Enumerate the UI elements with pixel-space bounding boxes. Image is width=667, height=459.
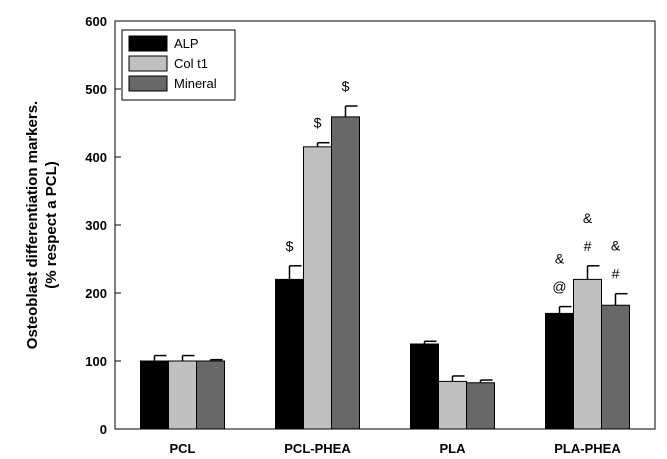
significance-mark: @ (552, 279, 566, 295)
bar-col-t1 (438, 380, 467, 430)
bar-col-t1 (168, 360, 197, 430)
legend-label: ALP (174, 36, 199, 51)
legend-label: Mineral (174, 76, 217, 91)
x-tick-label: PLA (440, 441, 467, 456)
significance-mark: # (584, 238, 592, 254)
bar-col-t1 (303, 146, 332, 430)
y-tick-label: 300 (85, 218, 107, 233)
bar-col-t1 (573, 278, 602, 430)
y-tick-label: 200 (85, 286, 107, 301)
y-tick-label: 0 (100, 422, 107, 437)
y-tick-label: 400 (85, 150, 107, 165)
significance-mark: & (611, 238, 621, 254)
legend: ALP Col t1 Mineral (121, 29, 236, 101)
legend-swatch (128, 35, 168, 52)
bar-mineral (601, 304, 630, 430)
x-axis-ticks: PCL PCL-PHEA PLA PLA-PHEA (170, 423, 621, 456)
y-tick-label: 600 (85, 14, 107, 29)
bar-mineral (466, 382, 495, 430)
bar-mineral (196, 360, 225, 430)
x-tick-label: PCL-PHEA (284, 441, 351, 456)
bar-alp (140, 360, 169, 430)
bar-alp (275, 278, 304, 430)
bar-alp (410, 343, 439, 430)
bar-mineral (331, 116, 360, 430)
significance-mark: & (583, 210, 593, 226)
bars (140, 105, 630, 430)
x-tick-label: PLA-PHEA (554, 441, 621, 456)
significance-mark: & (555, 251, 565, 267)
legend-label: Col t1 (174, 56, 208, 71)
significance-mark: $ (342, 78, 350, 94)
significance-mark: $ (314, 115, 322, 131)
y-tick-label: 100 (85, 354, 107, 369)
bar-alp (545, 312, 574, 430)
y-tick-label: 500 (85, 82, 107, 97)
y-axis-title-line: Osteoblast differentiation markers. (24, 101, 41, 349)
y-axis-title: Osteoblast differentiation markers. (% re… (24, 101, 60, 349)
legend-swatch (128, 55, 168, 72)
significance-mark: # (612, 266, 620, 282)
y-axis-title-line: (% respect a PCL) (43, 161, 60, 289)
legend-swatch (128, 75, 168, 92)
significance-mark: $ (286, 238, 294, 254)
x-tick-label: PCL (170, 441, 196, 456)
y-axis-ticks: 0 100 200 300 400 500 600 (85, 14, 121, 437)
significance-annotations: $ $ $ & @ & # & # (286, 78, 621, 295)
